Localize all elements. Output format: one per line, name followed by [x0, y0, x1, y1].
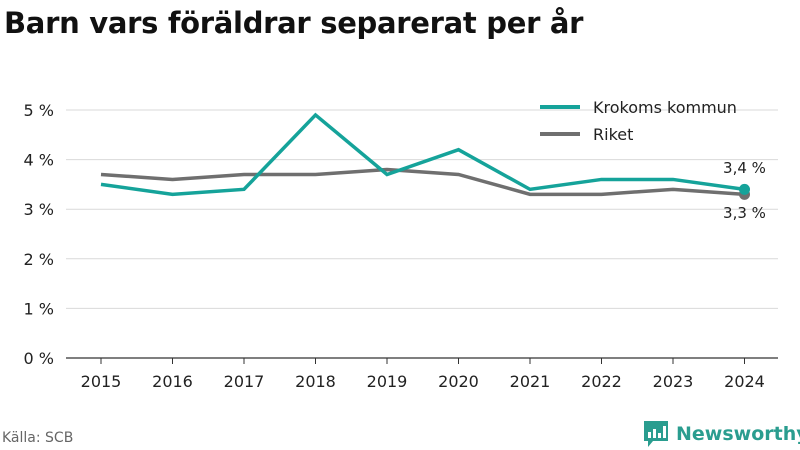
brand-logo: Newsworthy — [644, 420, 800, 448]
end-label-riket: 3,3 % — [723, 204, 766, 222]
x-tick-label: 2024 — [724, 372, 765, 391]
series-lines — [100, 112, 750, 200]
x-tick-label: 2017 — [224, 372, 265, 391]
y-tick-label: 0 % — [24, 349, 54, 368]
x-tick-label: 2023 — [653, 372, 694, 391]
end-point-krokoms-kommun — [739, 183, 750, 195]
x-tick-label: 2021 — [510, 372, 551, 391]
x-tick-label: 2020 — [438, 372, 479, 391]
legend: Krokoms kommun Riket — [540, 98, 737, 144]
legend-label: Riket — [593, 125, 633, 144]
y-tick-label: 3 % — [24, 200, 54, 219]
y-tick-label: 2 % — [24, 250, 54, 269]
x-tick-label: 2022 — [581, 372, 622, 391]
y-tick-label: 5 % — [24, 101, 54, 120]
x-tick-label: 2019 — [367, 372, 408, 391]
end-labels: 3,4 % 3,3 % — [723, 159, 766, 222]
end-label-krokoms-kommun: 3,4 % — [723, 159, 766, 177]
gridlines — [66, 109, 778, 359]
x-tick-label: 2016 — [152, 372, 193, 391]
x-tick-label: 2015 — [81, 372, 122, 391]
brand-name: Newsworthy — [676, 423, 800, 445]
x-tick-label: 2018 — [295, 372, 336, 391]
series-line-krokoms-kommun — [100, 112, 745, 197]
legend-label: Krokoms kommun — [593, 98, 737, 117]
x-axis-ticks: 2015 2016 2017 2018 2019 2020 2021 2022 2023 2024 — [81, 358, 765, 391]
chart-title: Barn vars föräldrar separerat per år — [4, 6, 584, 40]
bar-chart-icon — [644, 421, 668, 447]
y-tick-label: 4 % — [24, 151, 54, 170]
y-tick-label: 1 % — [24, 299, 54, 318]
source-note: Källa: SCB — [2, 430, 74, 446]
series-line-riket — [100, 167, 745, 197]
y-axis-ticks: 0 % 1 % 2 % 3 % 4 % 5 % — [24, 101, 54, 368]
